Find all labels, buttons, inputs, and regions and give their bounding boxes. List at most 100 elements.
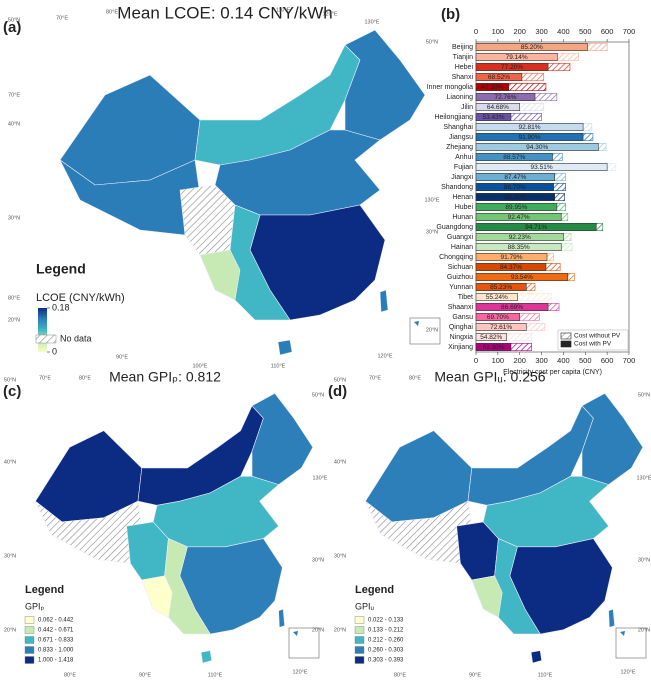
graticule-label: 70°E — [56, 15, 68, 21]
ratio-label: 47.10% — [481, 84, 503, 91]
legend-label: 0.212 - 0.260 — [368, 638, 404, 644]
ratio-label: 93.54% — [511, 274, 533, 281]
map-title: Mean GPIₚ: 0.812 — [109, 369, 221, 385]
category-label: Inner mongolia — [427, 84, 473, 91]
graticule-label: 80°E — [8, 295, 20, 301]
category-label: Jiangsu — [449, 134, 473, 141]
x-tick-label-top: 700 — [623, 27, 636, 36]
category-label: Xinjiang — [448, 344, 473, 351]
graticule-label: 90°E — [116, 354, 128, 360]
province-region — [141, 575, 173, 618]
legend-label: 0.442 - 0.671 — [38, 628, 74, 634]
legend-label: 0.260 - 0.303 — [368, 648, 404, 654]
graticule-label: 40°N — [334, 459, 346, 465]
legend-swatch — [24, 626, 35, 634]
x-tick-label-bottom: 700 — [623, 356, 636, 365]
bar-with-pv — [475, 273, 569, 281]
legend-label: 0.062 - 0.442 — [38, 618, 74, 624]
bar-with-pv — [475, 293, 518, 301]
province-region — [530, 650, 543, 664]
graticule-label: 50°N — [312, 392, 324, 398]
graticule-label: 130°E — [364, 19, 379, 25]
bar-with-pv — [475, 213, 562, 221]
legend-label: 0.671 - 0.833 — [38, 638, 74, 644]
bar-with-pv — [475, 83, 510, 91]
bar-with-pv — [475, 93, 536, 101]
x-tick-label-top: 100 — [492, 27, 505, 36]
legend-swatch — [24, 646, 35, 654]
x-tick-label-bottom: 500 — [579, 356, 592, 365]
bar-with-pv — [475, 283, 527, 291]
category-label: Beijing — [452, 44, 473, 51]
colorbar-title: LCOE (CNY/kWh) — [36, 292, 125, 304]
ratio-label: 79.14% — [506, 54, 528, 61]
province-region — [277, 339, 293, 356]
ratio-label: 84.37% — [500, 264, 522, 271]
graticule-label: 20°N — [426, 327, 438, 333]
ratio-label: 68.52% — [488, 74, 510, 81]
colorbar-tick-label: 0 — [52, 346, 57, 356]
graticule-label: 110°E — [538, 672, 553, 678]
class-title: GPIᵤ — [355, 601, 375, 611]
x-tick-label-bottom: 100 — [492, 356, 505, 365]
bar-with-pv — [475, 203, 558, 211]
category-label: Hunan — [452, 214, 473, 221]
category-label: Heilongjiang — [434, 114, 473, 121]
graticule-label: 20°N — [312, 627, 324, 633]
category-label: Hubei — [455, 204, 474, 211]
bar-with-pv — [475, 53, 558, 61]
ratio-label: 94.30% — [526, 144, 548, 151]
legend-title: Legend — [25, 584, 64, 596]
x-tick-label-bottom: 300 — [535, 356, 548, 365]
graticule-label: 120°E — [292, 669, 307, 675]
colorbar-tick-label: 0.18 — [52, 302, 70, 312]
category-label: Guangdong — [436, 224, 473, 231]
category-label: Tibet — [458, 294, 473, 301]
graticule-label: 30°N — [334, 553, 346, 559]
bar-with-pv — [475, 263, 547, 271]
panel-label: (a) — [3, 19, 21, 36]
legend-title: Legend — [36, 261, 86, 277]
ratio-label: 77.20% — [501, 64, 523, 71]
ratio-label: 88.35% — [508, 244, 530, 251]
ratio-label: 94.71% — [525, 224, 547, 231]
graticule-label: 110°E — [208, 672, 223, 678]
legend-swatch — [24, 636, 35, 644]
graticule-label: 20°N — [8, 317, 20, 323]
legend-swatch — [354, 616, 365, 624]
legend-title: Legend — [355, 584, 394, 596]
graticule-label: 50°N — [334, 377, 346, 383]
x-tick-label-top: 500 — [579, 27, 592, 36]
graticule-label: 50°N — [8, 17, 20, 23]
graticule-label: 30°N — [638, 557, 650, 563]
ratio-label: 85.23% — [490, 284, 512, 291]
graticule-label: 80°E — [394, 672, 406, 678]
graticule-label: 80°E — [409, 375, 421, 381]
bar-with-pv — [475, 103, 521, 111]
ratio-label: 93.51% — [531, 164, 553, 171]
bar-with-pv — [475, 313, 521, 321]
category-label: Liaoning — [447, 94, 474, 101]
panel-label: (d) — [328, 383, 347, 400]
legend-box — [557, 329, 629, 351]
category-label: Yunnan — [449, 284, 473, 291]
category-label: Fujian — [454, 164, 473, 171]
x-tick-label-top: 400 — [557, 27, 570, 36]
bar-with-pv — [475, 233, 564, 241]
x-tick-label-bottom: 200 — [513, 356, 526, 365]
bar-with-pv — [475, 183, 554, 191]
graticule-label: 120°E — [322, 11, 337, 17]
province-region — [199, 249, 241, 301]
inset-islands — [414, 321, 419, 326]
ratio-label: 87.47% — [504, 174, 526, 181]
legend-swatch — [560, 340, 572, 348]
bar-with-pv — [475, 153, 553, 161]
ratio-label: 89.95% — [505, 204, 527, 211]
graticule-label: 30°N — [8, 215, 20, 221]
category-label: Chongqing — [439, 254, 473, 261]
graticule-label: 110°E — [271, 363, 286, 369]
graticule-label: 100°E — [192, 363, 207, 369]
colorbar — [38, 308, 47, 352]
x-tick-label-top: 300 — [535, 27, 548, 36]
